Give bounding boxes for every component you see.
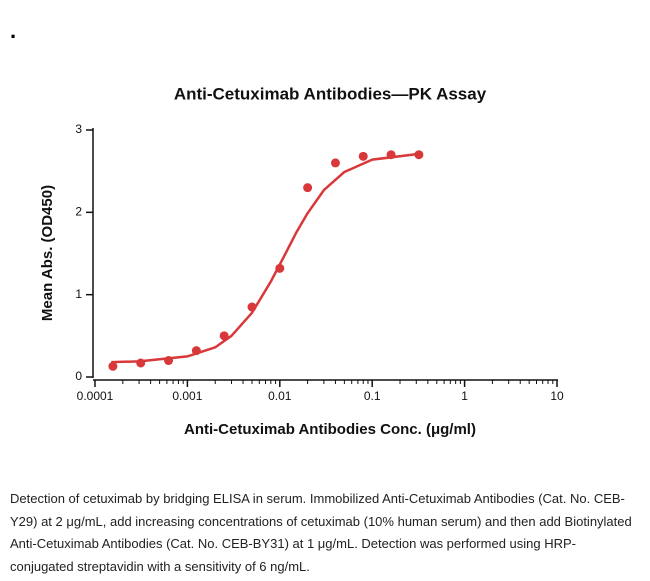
fit-curve <box>111 152 420 364</box>
y-tick-label: 1 <box>75 287 82 301</box>
data-point <box>191 346 201 356</box>
data-point <box>358 151 368 161</box>
data-point <box>219 331 229 341</box>
data-point <box>303 183 313 193</box>
x-tick-label: 0.001 <box>172 389 202 403</box>
chart: Anti-Cetuximab Antibodies—PK Assay Anti-… <box>39 84 564 438</box>
data-point <box>136 358 146 368</box>
chart-title: Anti-Cetuximab Antibodies—PK Assay <box>174 84 487 103</box>
x-tick-label: 0.1 <box>364 389 381 403</box>
y-tick-label: 0 <box>75 369 82 383</box>
x-tick-label: 0.0001 <box>77 389 114 403</box>
data-point <box>275 263 285 273</box>
data-point <box>414 150 424 160</box>
x-tick-label: 10 <box>550 389 564 403</box>
data-point <box>386 150 396 160</box>
data-point <box>108 361 118 371</box>
x-tick-label: 0.01 <box>268 389 292 403</box>
x-tick-label: 1 <box>461 389 468 403</box>
data-point <box>164 356 174 366</box>
caption: Detection of cetuximab by bridging ELISA… <box>10 491 632 574</box>
data-point <box>247 302 257 312</box>
data-point <box>330 158 340 168</box>
x-axis-label: Anti-Cetuximab Antibodies Conc. (μg/ml) <box>184 421 476 438</box>
y-axis-label: Mean Abs. (OD450) <box>39 185 56 321</box>
y-tick-label: 3 <box>75 122 82 136</box>
y-tick-label: 2 <box>75 205 82 219</box>
corner-mark: . <box>10 18 17 43</box>
